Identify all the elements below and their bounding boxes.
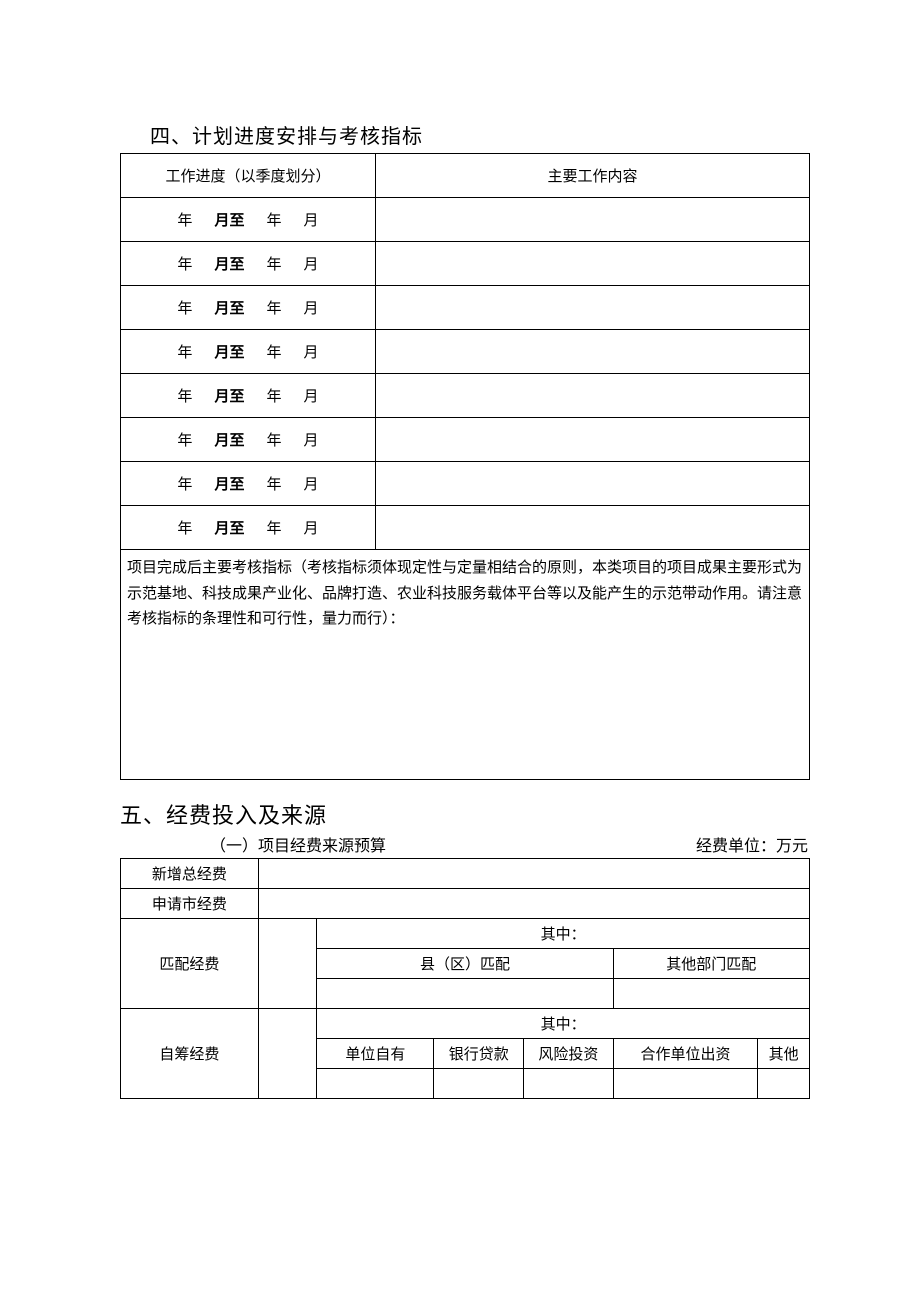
month-to-label: 月至 [214,297,244,318]
value-otherdept-match [613,979,809,1009]
month-label: 月 [303,473,318,494]
budget-table: 新增总经费 申请市经费 匹配经费 其中： 县（区）匹配 其他部门匹配 自筹经费 … [120,858,810,1099]
year-label: 年 [177,473,192,494]
value-match [258,919,317,1009]
content-cell [375,374,809,418]
year-label: 年 [177,429,192,450]
label-match: 匹配经费 [121,919,259,1009]
year-label: 年 [266,341,281,362]
content-cell [375,286,809,330]
value-newtotal [258,859,809,889]
period-cell: 年 月至 年 月 [121,286,376,330]
period-cell: 年 月至 年 月 [121,374,376,418]
section5-subtitle: （一）项目经费来源预算 [210,832,386,856]
ofwhich-self: 其中： [317,1009,810,1039]
document-page: 四、计划进度安排与考核指标 工作进度（以季度划分） 主要工作内容 年 月至 年 … [0,0,920,1219]
year-label: 年 [266,385,281,406]
period-cell: 年 月至 年 月 [121,242,376,286]
value-selfraise [258,1009,317,1099]
label-cityapply: 申请市经费 [121,889,259,919]
content-cell [375,418,809,462]
section5-title: 五、经费投入及来源 [120,798,810,830]
budget-row-match-h: 匹配经费 其中： [121,919,810,949]
label-selfraise: 自筹经费 [121,1009,259,1099]
label-county-match: 县（区）匹配 [317,949,613,979]
period-cell: 年 月至 年 月 [121,198,376,242]
value-bankloan [434,1069,524,1099]
unit-label: 经费单位：万元 [696,832,808,856]
month-label: 月 [303,297,318,318]
content-cell [375,198,809,242]
value-ownunit [317,1069,434,1099]
month-label: 月 [303,517,318,538]
budget-row-cityapply: 申请市经费 [121,889,810,919]
schedule-table: 工作进度（以季度划分） 主要工作内容 年 月至 年 月 年 月至 年 月 年 [120,153,810,780]
content-cell [375,506,809,550]
period-cell: 年 月至 年 月 [121,506,376,550]
label-other: 其他 [758,1039,810,1069]
year-label: 年 [177,253,192,274]
month-to-label: 月至 [214,253,244,274]
year-label: 年 [266,253,281,274]
month-label: 月 [303,253,318,274]
year-label: 年 [266,297,281,318]
month-label: 月 [303,209,318,230]
content-cell [375,462,809,506]
period-cell: 年 月至 年 月 [121,418,376,462]
year-label: 年 [266,209,281,230]
label-riskinvest: 风险投资 [524,1039,614,1069]
schedule-row: 年 月至 年 月 [121,242,810,286]
schedule-row: 年 月至 年 月 [121,462,810,506]
schedule-row: 年 月至 年 月 [121,374,810,418]
schedule-row: 年 月至 年 月 [121,418,810,462]
label-newtotal: 新增总经费 [121,859,259,889]
schedule-row: 年 月至 年 月 [121,286,810,330]
year-label: 年 [266,517,281,538]
year-label: 年 [177,517,192,538]
month-to-label: 月至 [214,429,244,450]
budget-row-newtotal: 新增总经费 [121,859,810,889]
year-label: 年 [266,473,281,494]
year-label: 年 [177,297,192,318]
label-partnerinvest: 合作单位出资 [613,1039,758,1069]
month-to-label: 月至 [214,473,244,494]
label-ownunit: 单位自有 [317,1039,434,1069]
label-bankloan: 银行贷款 [434,1039,524,1069]
period-cell: 年 月至 年 月 [121,462,376,506]
schedule-row: 年 月至 年 月 [121,330,810,374]
year-label: 年 [177,385,192,406]
month-label: 月 [303,385,318,406]
header-progress: 工作进度（以季度划分） [121,154,376,198]
schedule-header-row: 工作进度（以季度划分） 主要工作内容 [121,154,810,198]
content-cell [375,242,809,286]
value-other [758,1069,810,1099]
value-county-match [317,979,613,1009]
month-to-label: 月至 [214,341,244,362]
schedule-row: 年 月至 年 月 [121,198,810,242]
value-riskinvest [524,1069,614,1099]
year-label: 年 [177,209,192,230]
header-content: 主要工作内容 [375,154,809,198]
month-to-label: 月至 [214,209,244,230]
assessment-notes: 项目完成后主要考核指标（考核指标须体现定性与定量相结合的原则，本类项目的项目成果… [121,550,810,780]
section5-subtitle-row: （一）项目经费来源预算 经费单位：万元 [120,832,810,858]
month-to-label: 月至 [214,517,244,538]
month-label: 月 [303,429,318,450]
content-cell [375,330,809,374]
year-label: 年 [266,429,281,450]
period-cell: 年 月至 年 月 [121,330,376,374]
value-partnerinvest [613,1069,758,1099]
ofwhich-match: 其中： [317,919,810,949]
label-otherdept-match: 其他部门匹配 [613,949,809,979]
section4-title: 四、计划进度安排与考核指标 [150,120,810,149]
value-cityapply [258,889,809,919]
assessment-notes-row: 项目完成后主要考核指标（考核指标须体现定性与定量相结合的原则，本类项目的项目成果… [121,550,810,780]
year-label: 年 [177,341,192,362]
budget-row-self-h: 自筹经费 其中： [121,1009,810,1039]
schedule-row: 年 月至 年 月 [121,506,810,550]
month-label: 月 [303,341,318,362]
month-to-label: 月至 [214,385,244,406]
